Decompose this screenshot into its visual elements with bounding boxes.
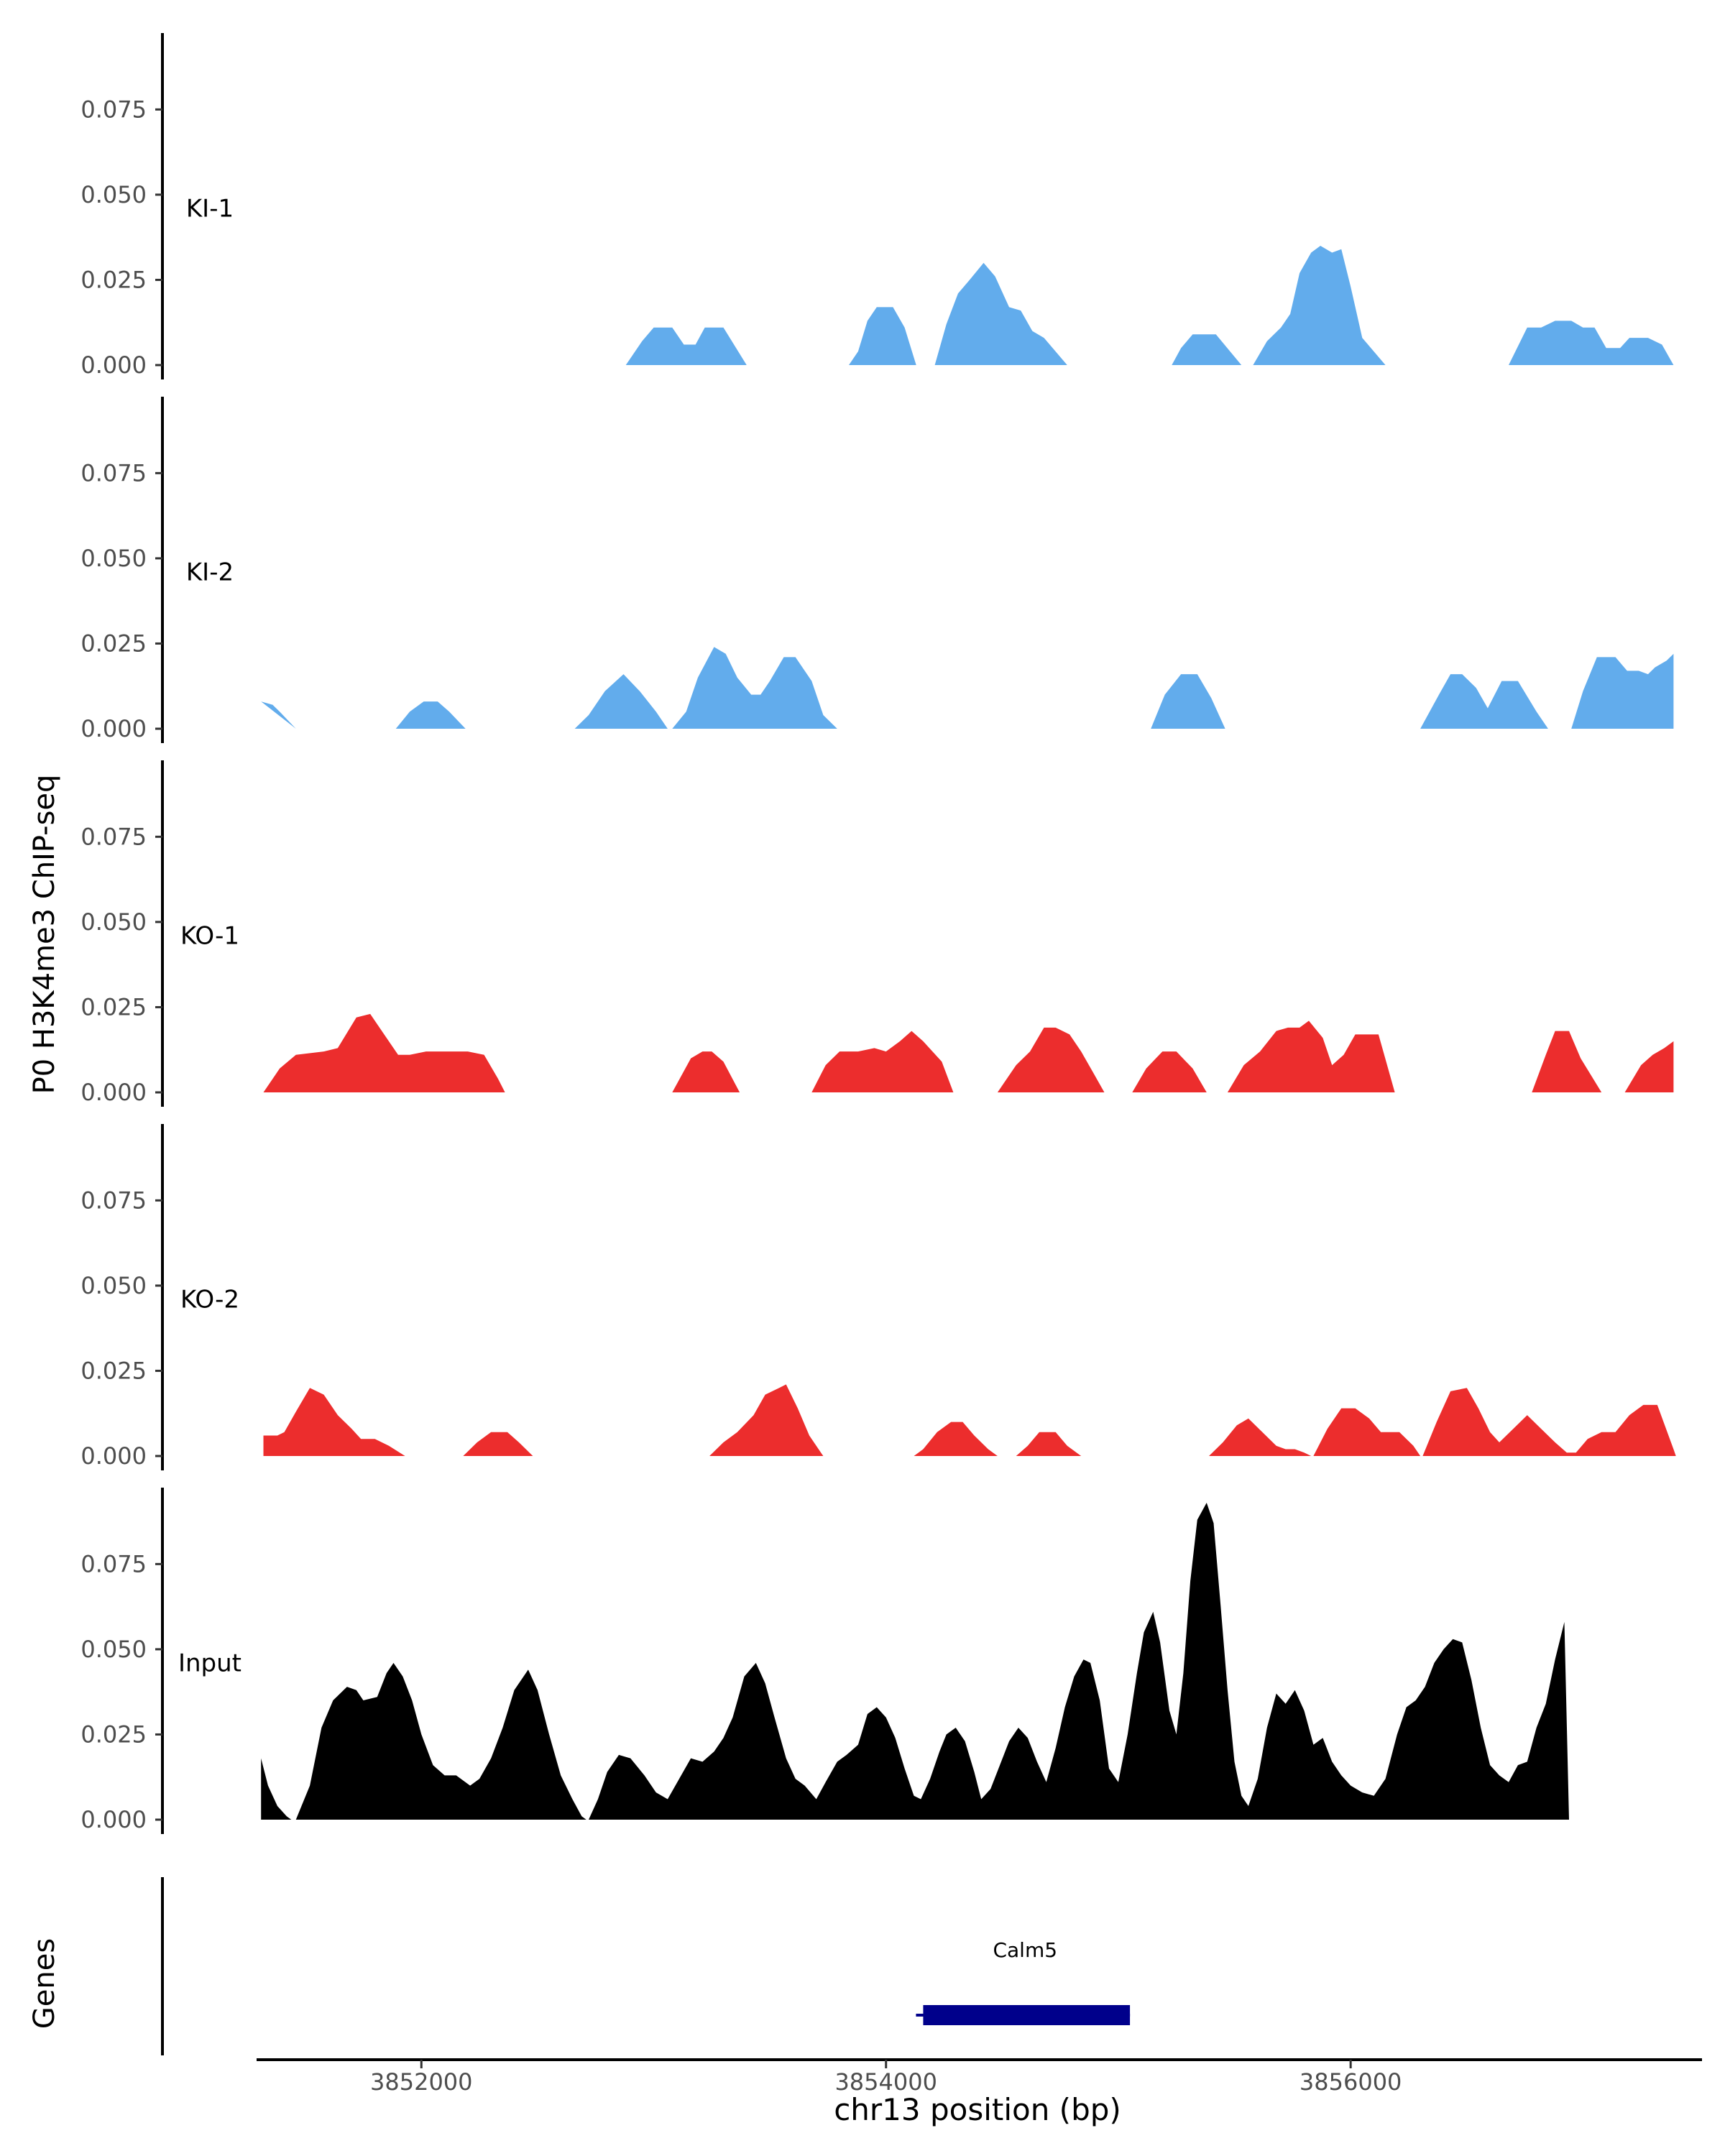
signal-area <box>1172 334 1242 365</box>
x-tick-label: 3852000 <box>370 2068 473 2096</box>
x-axis-title: chr13 position (bp) <box>834 2092 1121 2127</box>
signal-area <box>1624 1041 1674 1092</box>
track-panel-ko-2: 0.000 0.025 0.050 0.075 KO-2 <box>80 1124 1676 1470</box>
x-axis: 3852000 3854000 3856000 <box>257 2058 1702 2096</box>
y-axis-title: P0 H3K4me3 ChIP-seq <box>28 775 61 1095</box>
y-tick-label: 0.050 <box>80 1272 147 1299</box>
y-tick-label: 0.075 <box>80 1550 147 1577</box>
y-tick-label: 0.025 <box>80 630 147 657</box>
track-panel-ki-2: 0.000 0.025 0.050 0.075 KI-2 <box>80 397 1674 743</box>
signal-area <box>672 1051 740 1092</box>
track-label: KO-2 <box>180 1286 239 1314</box>
y-tick-label: 0.000 <box>80 715 147 742</box>
track-label: KI-2 <box>186 558 234 587</box>
track-panels: 0.0000.0250.0500.075KI-10.0000.0250.0500… <box>80 33 1676 1834</box>
y-tick-label: 0.075 <box>80 1187 147 1214</box>
gene-label: Calm5 <box>993 1938 1057 1962</box>
signal-area <box>395 701 466 729</box>
signal-area <box>1509 321 1674 365</box>
track-panel-ko-1: 0.000 0.025 0.050 0.075 KO-1 <box>80 760 1674 1107</box>
signal-area <box>295 1662 586 1820</box>
signal-area <box>1132 1051 1207 1092</box>
signal-area <box>1532 1031 1602 1092</box>
signal-area <box>463 1432 533 1456</box>
signal-area <box>1151 674 1225 729</box>
track-label: Input <box>178 1649 242 1678</box>
y-tick-label: 0.025 <box>80 266 147 293</box>
signal-area <box>914 1422 998 1456</box>
y-tick-label: 0.050 <box>80 545 147 572</box>
y-tick-label: 0.050 <box>80 908 147 936</box>
y-tick-label: 0.050 <box>80 1636 147 1663</box>
signal-area <box>1227 1021 1395 1092</box>
signal-area <box>811 1031 954 1092</box>
y-tick-label: 0.000 <box>80 1806 147 1833</box>
signal-area <box>997 1027 1105 1092</box>
x-tick-label: 3854000 <box>834 2068 937 2096</box>
signal-area <box>574 674 668 729</box>
signal-area <box>709 1384 824 1456</box>
genes-axis-title: Genes <box>28 1938 61 2029</box>
track-panel-input: 0.000 0.025 0.050 0.075 Input <box>80 1488 1569 1834</box>
x-tick-label: 3856000 <box>1300 2068 1402 2096</box>
signal-area <box>1253 246 1386 365</box>
signal-area <box>1313 1408 1421 1456</box>
y-tick-label: 0.025 <box>80 1357 147 1384</box>
y-tick-label: 0.075 <box>80 459 147 487</box>
track-panel-ki-1: 0.000 0.025 0.050 0.075 KI-1 <box>80 33 1674 379</box>
y-tick-label: 0.025 <box>80 1720 147 1748</box>
y-tick-label: 0.025 <box>80 993 147 1021</box>
y-tick-label: 0.075 <box>80 96 147 123</box>
signal-area <box>261 701 296 729</box>
signal-area <box>1571 653 1674 729</box>
signal-area <box>1420 674 1548 729</box>
y-tick-label: 0.050 <box>80 181 147 208</box>
track-label: KI-1 <box>186 195 234 224</box>
signal-area <box>1209 1418 1312 1456</box>
signal-area <box>1016 1432 1082 1456</box>
y-tick-label: 0.000 <box>80 1079 147 1106</box>
signal-area <box>849 307 916 365</box>
y-tick-label: 0.000 <box>80 1442 147 1470</box>
signal-area <box>589 1503 1569 1820</box>
signal-area <box>1422 1388 1676 1456</box>
track-label: KO-1 <box>180 922 239 951</box>
signal-area <box>672 647 837 729</box>
signal-area <box>625 327 747 365</box>
genes-track: Calm5 <box>161 1877 1131 2055</box>
y-tick-label: 0.000 <box>80 351 147 379</box>
signal-area <box>263 1388 405 1456</box>
signal-area <box>261 1758 292 1820</box>
signal-area <box>263 1013 505 1092</box>
signal-area <box>934 262 1067 365</box>
y-tick-label: 0.075 <box>80 823 147 850</box>
